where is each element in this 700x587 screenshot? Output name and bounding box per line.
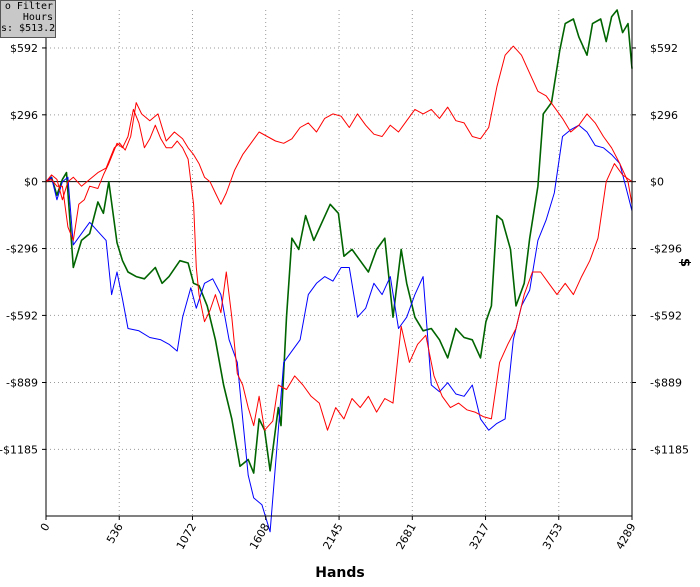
x-tick-label: 1072 [174, 521, 199, 552]
series-line-2 [45, 124, 633, 533]
x-tick-label: 536 [104, 521, 126, 546]
y-tick-label-right: -$592 [650, 309, 682, 322]
series-line-3 [45, 108, 633, 431]
y-tick-label-right: -$889 [650, 376, 682, 389]
x-tick-label: 4289 [613, 521, 638, 552]
info-box-line-2: Hours [22, 12, 53, 23]
x-tick-label: 0 [38, 521, 53, 534]
info-box-line-3: s: $513.23 [1, 23, 56, 34]
y-tick-label-right: -$1185 [650, 443, 689, 456]
y-tick-label-right: $592 [650, 42, 678, 55]
y-tick-label-right: $296 [650, 109, 678, 122]
x-tick-label: 2681 [394, 521, 419, 552]
y-tick-label-left: -$889 [6, 376, 38, 389]
right-axis-title-fragment: $ [677, 258, 692, 268]
y-tick-label-left: -$296 [6, 243, 38, 256]
series-line-4 [45, 45, 633, 205]
filter-info-box: o Filter Hours s: $513.23 [0, 0, 56, 38]
y-tick-label-left: $0 [24, 176, 38, 189]
y-tick-label-left: -$592 [6, 309, 38, 322]
x-axis-title: Hands [315, 565, 365, 581]
y-tick-label-left: -$1185 [0, 443, 38, 456]
x-tick-label: 2145 [320, 521, 345, 552]
series-line-1 [45, 9, 633, 474]
x-tick-label: 1608 [247, 521, 272, 552]
info-box-line-1: o Filter [4, 1, 53, 12]
y-tick-label-left: $592 [10, 42, 38, 55]
x-tick-label: 3753 [540, 521, 565, 552]
y-tick-label-left: $296 [10, 109, 38, 122]
x-tick-label: 3217 [467, 521, 492, 552]
y-tick-label-right: $0 [650, 176, 664, 189]
y-tick-label-right: -$296 [650, 243, 682, 256]
